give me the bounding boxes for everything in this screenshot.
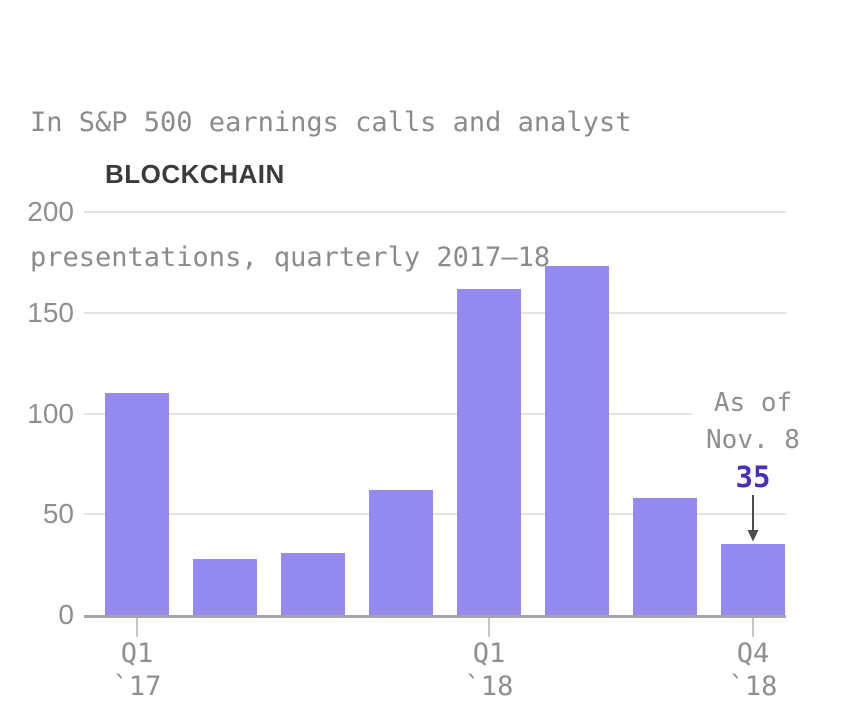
annotation-value: 35 <box>735 460 771 494</box>
x-axis-line <box>84 615 786 618</box>
bar-q2-18 <box>545 266 609 615</box>
gridline-150 <box>84 311 786 314</box>
y-axis-label-0: 0 <box>58 599 74 630</box>
series-label: BLOCKCHAIN <box>105 159 285 189</box>
x-tick-q1-18 <box>488 618 490 637</box>
chart-title-line-2: presentations, quarterly 2017–18 <box>30 242 551 273</box>
annotation-note-line-2: Nov. 8 <box>706 425 800 455</box>
down-arrow-icon <box>747 495 759 542</box>
x-tick-label-quarter: Q1 <box>120 638 154 669</box>
annotation: As of Nov. 8 35 <box>692 385 814 496</box>
bar-q4-17 <box>369 490 433 615</box>
y-axis-label-100: 100 <box>27 397 74 429</box>
annotation-note-line-1: As of <box>713 388 793 418</box>
bar-q1-18 <box>457 288 521 615</box>
gridline-100 <box>84 412 786 415</box>
bar-q1-17 <box>105 393 169 615</box>
bar-q4-18 <box>721 544 785 615</box>
x-tick-label-quarter: Q1 <box>472 638 506 669</box>
chart-title: In S&P 500 earnings calls and analyst pr… <box>30 10 631 370</box>
x-tick-q4-18 <box>752 618 754 637</box>
y-axis-label-200: 200 <box>27 196 74 227</box>
x-tick-label-year: `18 <box>728 671 778 702</box>
y-axis-label-50: 50 <box>42 498 74 530</box>
x-tick-label-quarter: Q4 <box>736 638 770 669</box>
bar-q2-17 <box>193 558 257 615</box>
gridline-50 <box>84 513 786 516</box>
x-tick-label-year: `17 <box>112 671 162 702</box>
chart-title-line-1: In S&P 500 earnings calls and analyst <box>30 107 632 138</box>
y-axis-label-150: 150 <box>27 296 74 328</box>
x-tick-q1-17 <box>136 618 138 637</box>
gridline-200 <box>84 211 786 213</box>
bar-q3-17 <box>281 552 345 615</box>
bar-q3-18 <box>633 498 697 615</box>
x-tick-label-year: `18 <box>464 671 514 702</box>
